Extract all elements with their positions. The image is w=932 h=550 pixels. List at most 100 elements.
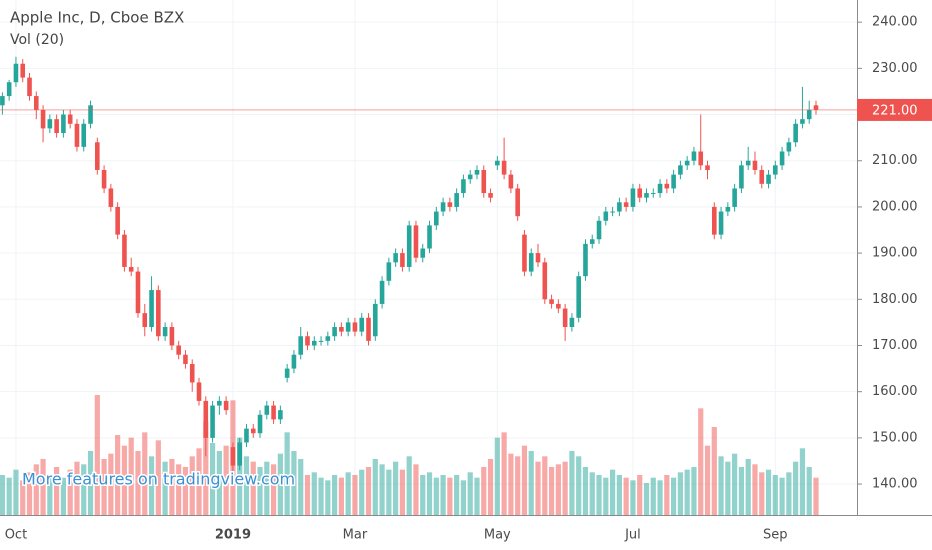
volume-bar	[481, 467, 487, 515]
y-tick-label: 180.00	[872, 292, 918, 307]
candle-body	[495, 160, 500, 166]
candle-body	[271, 405, 276, 420]
volume-bar	[13, 469, 19, 515]
candle-body	[664, 183, 670, 189]
volume-bar	[745, 459, 751, 515]
volume-bar	[311, 472, 317, 515]
candle-body	[189, 363, 195, 383]
candle-body	[95, 142, 100, 170]
volume-bar	[643, 483, 650, 515]
candle-body	[522, 234, 527, 272]
volume-bar	[67, 469, 73, 515]
volume-bar	[40, 459, 46, 515]
candle-body	[61, 114, 66, 134]
volume-bar	[406, 456, 412, 515]
chart-title: Apple Inc, D, Cboe BZX	[10, 9, 184, 27]
volume-bar	[732, 453, 738, 515]
candle-body	[752, 160, 758, 170]
candle-body	[379, 280, 385, 304]
candle-body	[156, 290, 161, 337]
watermark[interactable]: More features on tradingview.com	[21, 468, 297, 490]
candle-body	[108, 188, 114, 207]
candle-body	[759, 169, 765, 184]
candle-body	[779, 151, 785, 166]
volume-bar	[74, 461, 80, 515]
candle-body	[47, 119, 53, 129]
volume-bar	[60, 477, 67, 515]
candle-body	[434, 211, 439, 226]
candle-body	[786, 142, 792, 152]
volume-bar	[501, 432, 507, 515]
volume-bar	[413, 464, 419, 515]
volume-bar	[264, 461, 270, 515]
y-tick-label: 170.00	[872, 338, 918, 353]
volume-bar	[325, 480, 331, 515]
volume-bar	[725, 461, 731, 515]
candle-body	[474, 169, 480, 175]
volume-bar	[128, 437, 134, 515]
volume-bar	[420, 475, 426, 515]
volume-bar	[664, 475, 670, 515]
volume-bar	[752, 464, 758, 515]
volume-bar	[447, 477, 453, 515]
volume-bar	[684, 469, 690, 515]
candle-body	[27, 77, 32, 97]
candle-body	[806, 109, 812, 120]
volume-bar	[542, 456, 548, 515]
candle-body	[135, 271, 141, 314]
candle-body	[610, 211, 615, 213]
volume-bar	[515, 456, 521, 515]
volume-bar	[759, 472, 765, 515]
chart-subtitle: Vol (20)	[10, 32, 64, 48]
volume-bar	[243, 456, 250, 515]
volume-bar	[108, 453, 114, 515]
volume-bar	[528, 451, 534, 515]
candle-body	[718, 211, 724, 235]
candle-body	[705, 165, 710, 170]
volume-bar	[691, 467, 697, 515]
volume-bar	[487, 459, 494, 515]
candle-body	[583, 243, 588, 277]
candle-body	[671, 174, 676, 189]
volume-bar	[372, 459, 378, 515]
volume-bar	[562, 461, 568, 515]
candle-body	[447, 202, 453, 207]
candle-body	[501, 160, 507, 175]
last-price-box	[857, 98, 932, 121]
volume-bar	[379, 464, 385, 515]
candle-body	[13, 63, 19, 83]
candle-body	[650, 193, 656, 195]
candle-body	[359, 317, 365, 332]
candle-body	[400, 253, 405, 267]
candle-body	[298, 336, 304, 355]
volume-bar	[793, 461, 799, 515]
volume-bar	[494, 437, 500, 515]
candle-body	[637, 188, 643, 198]
volume-bar	[169, 459, 175, 515]
candle-body	[589, 239, 595, 244]
volume-bar	[555, 464, 561, 515]
volume-bar	[799, 448, 806, 515]
candle-body	[766, 174, 771, 184]
candle-body	[596, 220, 602, 240]
volume-bar	[81, 464, 87, 515]
candle-body	[508, 174, 514, 189]
x-tick-label: 2019	[215, 528, 251, 543]
candle-body	[467, 174, 473, 180]
volume-bar	[332, 475, 338, 515]
volume-bar	[603, 477, 609, 515]
candle-body	[488, 193, 493, 198]
volume-bar	[440, 475, 446, 515]
candle-body	[325, 336, 331, 341]
candle-body	[122, 234, 127, 267]
last-price-label: 221.00	[872, 103, 918, 118]
candle-body	[461, 179, 466, 194]
candle-body	[54, 119, 59, 134]
candle-body	[481, 169, 487, 194]
volume-bar	[359, 469, 365, 515]
candle-body	[773, 165, 778, 175]
volume-bar	[6, 477, 12, 515]
candle-body	[515, 188, 520, 217]
candle-body	[318, 340, 324, 342]
